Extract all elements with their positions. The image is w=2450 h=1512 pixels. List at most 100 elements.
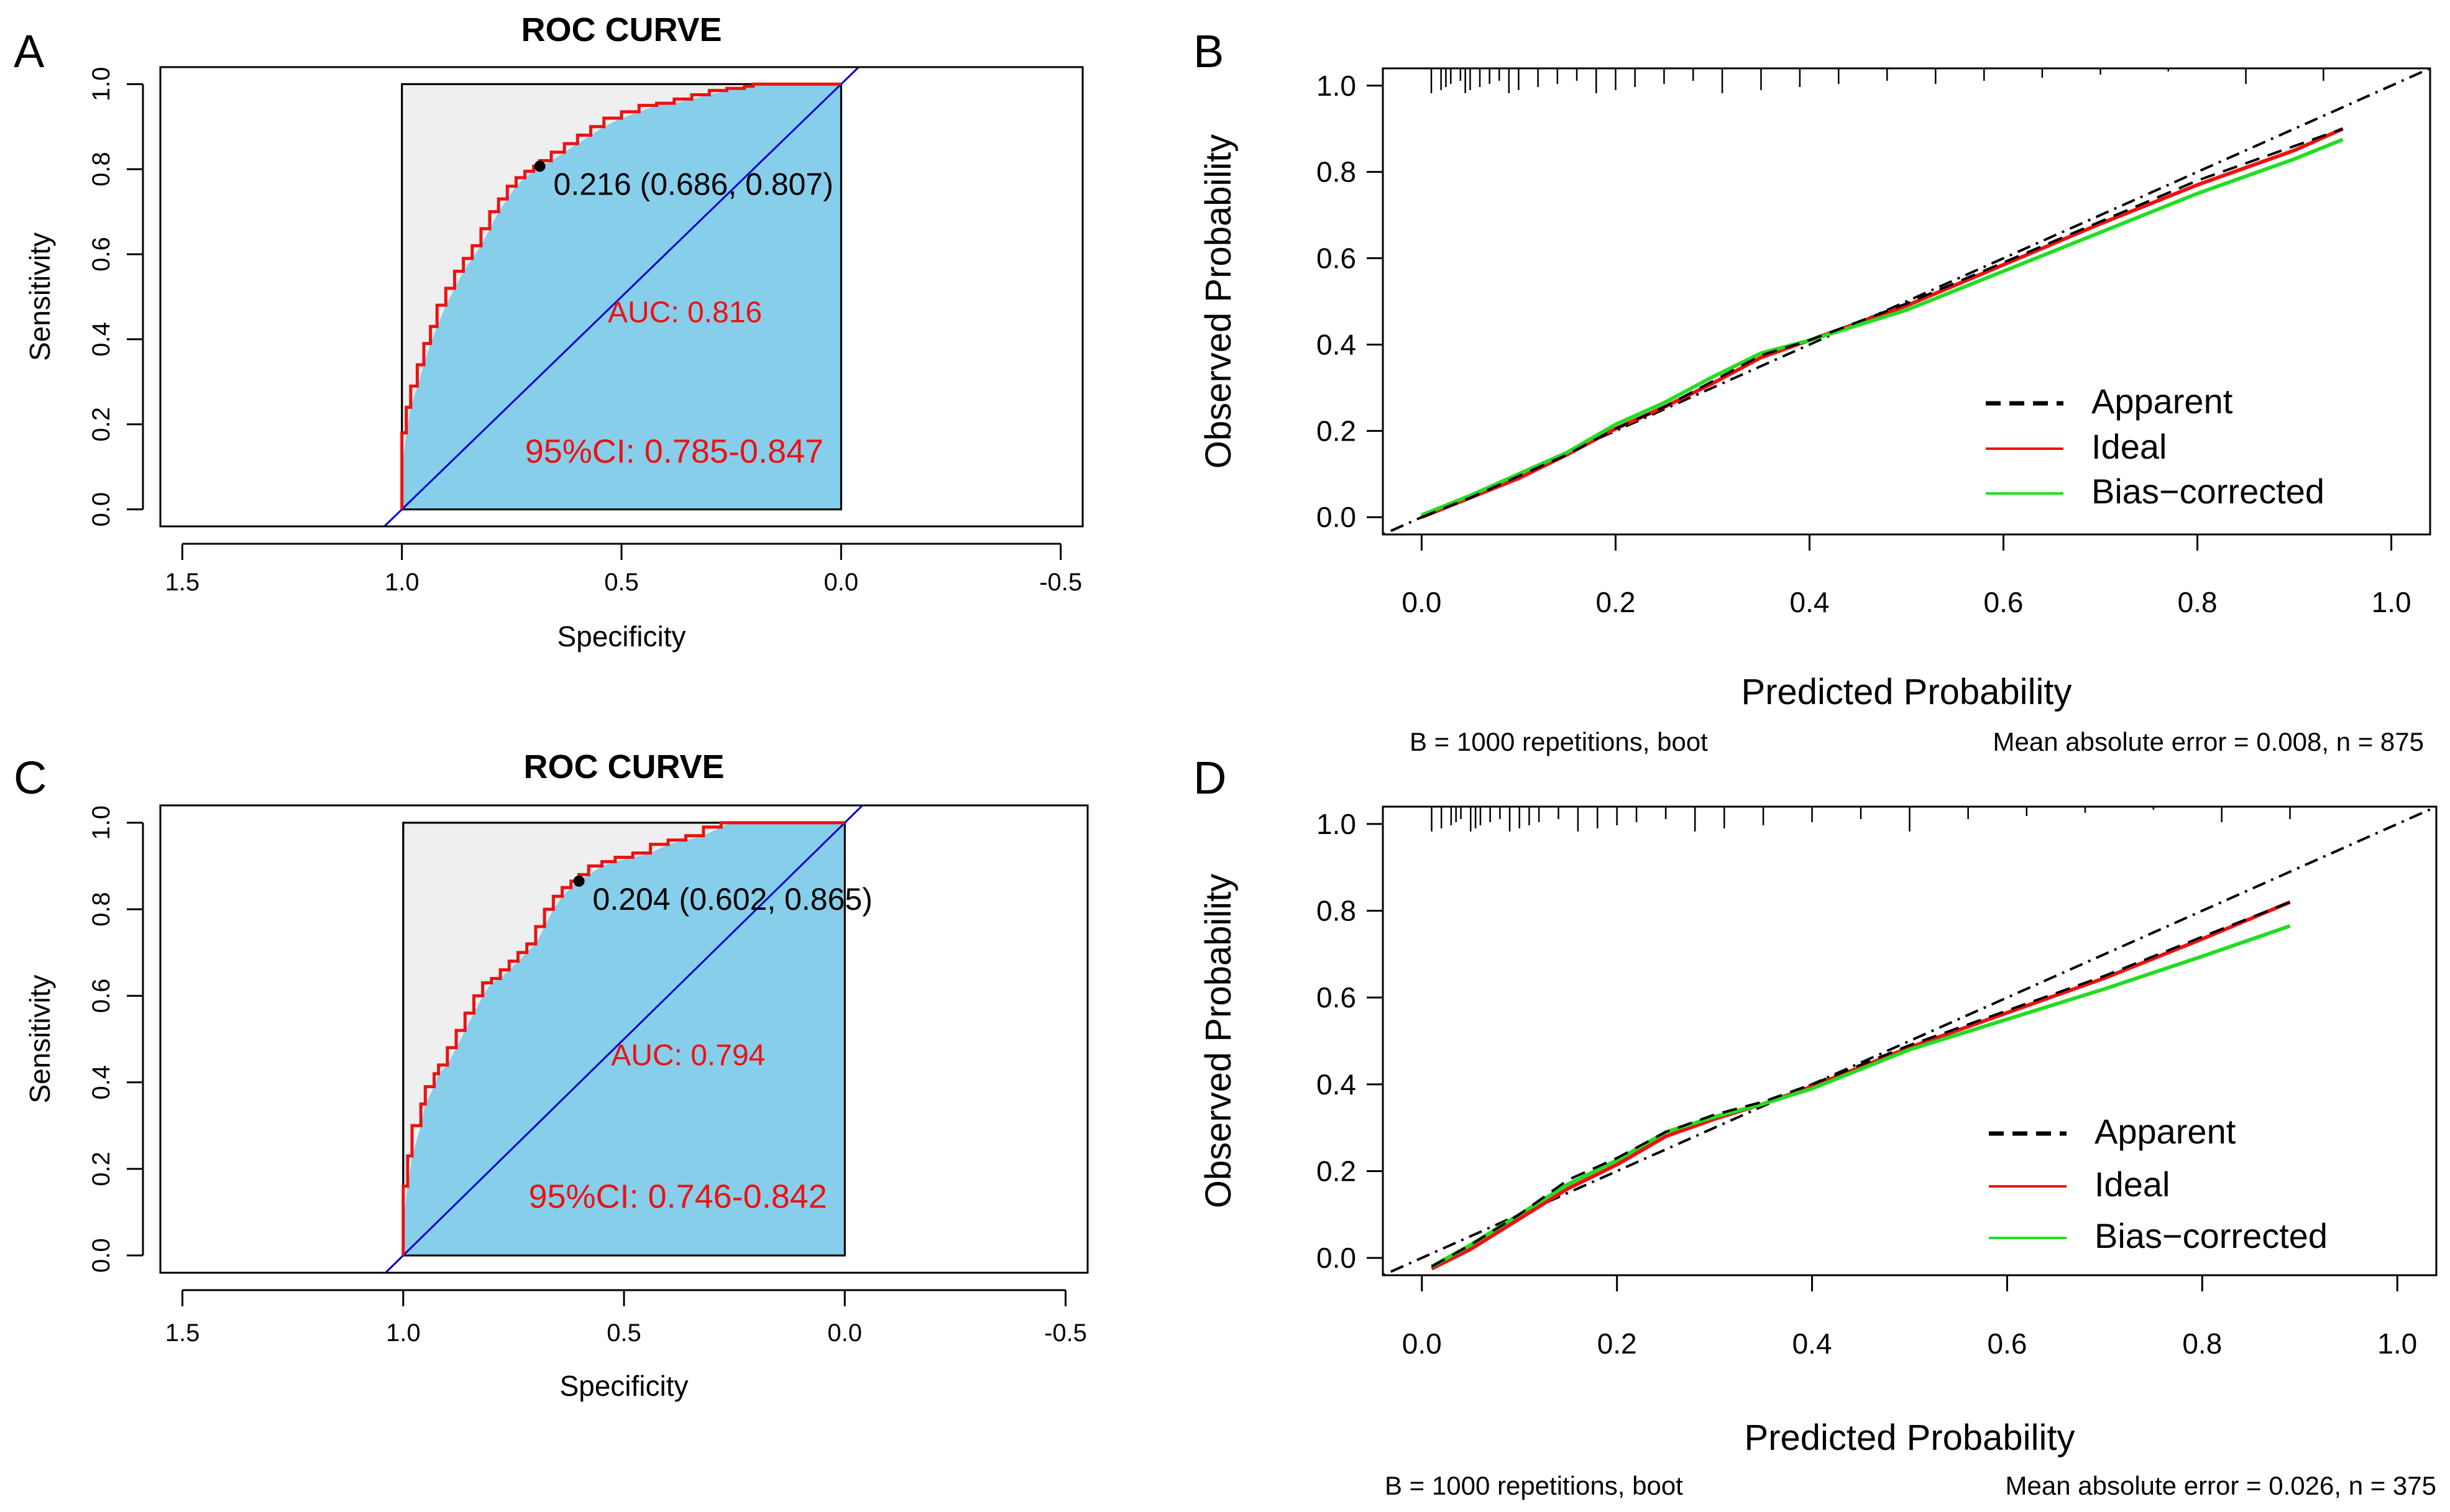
auc-label: AUC: 0.794 [611, 1039, 765, 1072]
y-tick-label: 0.6 [1316, 242, 1356, 275]
panel-letter: B [1193, 25, 1224, 77]
footer-left: B = 1000 repetitions, boot [1410, 727, 1708, 756]
y-tick-label: 0.6 [1316, 981, 1356, 1014]
legend-label: Ideal [2094, 1165, 2170, 1204]
series-line-bias-corrected [1421, 137, 2344, 517]
y-tick-label: 0.2 [1316, 415, 1356, 447]
y-tick-label: 0.6 [88, 237, 115, 272]
y-tick-label: 0.6 [88, 979, 115, 1014]
x-tick-label: 1.0 [385, 569, 420, 596]
x-tick-label: 0.6 [1987, 1327, 2027, 1360]
roc-curve [400, 82, 842, 510]
panel-letter: D [1193, 752, 1226, 804]
x-tick-label: 0.8 [2182, 1327, 2222, 1360]
y-tick-label: 0.4 [88, 1065, 115, 1100]
x-tick-label: 0.5 [607, 1319, 641, 1347]
ci-label: 95%CI: 0.746-0.842 [528, 1178, 827, 1216]
footer-left: B = 1000 repetitions, boot [1385, 1471, 1683, 1500]
y-axis-label: Sensitivity [24, 974, 56, 1103]
roc-diagonal-line [383, 67, 860, 526]
roc-best-point-label: 0.204 (0.602, 0.865) [593, 882, 873, 917]
y-axis-label: Sensitivity [24, 232, 56, 361]
x-axis-label: Specificity [559, 1370, 688, 1402]
calibration-chart-B: 0.0 0.2 0.4 0.6 0.8 1.0 Predicted Probability 0… [1198, 67, 2431, 756]
footer-right: Mean absolute error = 0.026, n = 375 [2006, 1471, 2436, 1500]
chart-title: ROC CURVE [523, 748, 724, 786]
y-tick-label: 0.2 [88, 1152, 115, 1186]
series-line-ideal [1431, 900, 2291, 1271]
roc-best-point-label: 0.216 (0.686, 0.807) [554, 167, 833, 201]
x-tick-label: 1.0 [2372, 586, 2411, 618]
x-tick-label: 0.4 [1790, 586, 1830, 618]
x-tick-label: 0.4 [1792, 1327, 1832, 1360]
x-tick-label: 1.0 [2377, 1327, 2417, 1360]
y-tick-label: 1.0 [88, 67, 115, 102]
plot-frame [159, 66, 1084, 528]
x-axis-label: Predicted Probability [1745, 1418, 2075, 1458]
legend-label: Apparent [2094, 1112, 2236, 1151]
legend-label: Ideal [2091, 427, 2167, 466]
x-tick-label: 0.2 [1595, 586, 1635, 618]
reference-line [1383, 807, 2436, 1275]
y-tick-label: 0.8 [1316, 895, 1356, 927]
series-line-apparent [1431, 900, 2291, 1268]
roc-chart-A: 0.216 (0.686, 0.807) AUC: 0.816 95%CI: 0.7… [24, 11, 1084, 653]
ci-label: 95%CI: 0.785-0.847 [525, 433, 824, 470]
y-tick-label: 0.0 [88, 1238, 115, 1273]
footer-right: Mean absolute error = 0.008, n = 875 [1993, 727, 2424, 756]
y-tick-label: 0.8 [88, 892, 115, 927]
y-tick-label: 0.0 [88, 492, 115, 527]
roc-chart-C: 0.204 (0.602, 0.865) AUC: 0.794 95%CI: 0.7… [24, 748, 1089, 1402]
roc-inner-frame [401, 83, 842, 511]
panel-letter: A [14, 25, 45, 77]
y-tick-label: 1.0 [1316, 808, 1356, 840]
x-tick-label: -0.5 [1044, 1319, 1087, 1347]
x-tick-label: 0.5 [604, 569, 639, 596]
y-tick-label: 0.2 [88, 407, 115, 442]
x-tick-label: 0.8 [2178, 586, 2218, 618]
legend-label: Apparent [2091, 382, 2233, 421]
chart-title: ROC CURVE [521, 11, 722, 48]
panel-letter: C [14, 752, 47, 804]
plot-frame [1382, 805, 2438, 1276]
y-tick-label: 0.4 [1316, 1068, 1356, 1101]
plot-frame [159, 804, 1089, 1274]
roc-best-point [534, 160, 546, 172]
x-tick-label: 1.0 [386, 1319, 421, 1347]
y-tick-label: 0.4 [88, 322, 115, 357]
y-tick-label: 0.2 [1316, 1155, 1356, 1187]
roc-best-point [573, 875, 585, 887]
x-tick-label: 0.6 [1984, 586, 2024, 618]
roc-curve [401, 821, 845, 1256]
calibration-chart-D: 0.0 0.2 0.4 0.6 0.8 1.0 Predicted Probability 0… [1198, 805, 2438, 1500]
y-tick-label: 0.4 [1316, 328, 1356, 360]
series-line-bias-corrected [1431, 924, 2291, 1268]
x-axis-label: Predicted Probability [1741, 672, 2072, 712]
x-tick-label: 0.0 [824, 569, 859, 596]
plot-frame [1382, 67, 2431, 536]
legend-label: Bias−corrected [2091, 472, 2324, 511]
y-axis-label: Observed Probability [1198, 134, 1239, 469]
series-line-apparent [1421, 127, 2344, 519]
series-line-ideal [1421, 127, 2344, 520]
x-tick-label: 0.0 [1402, 1327, 1442, 1360]
y-tick-label: 0.0 [1316, 1242, 1356, 1274]
roc-inner-frame [402, 822, 846, 1257]
x-axis-label: Specificity [557, 620, 686, 653]
x-tick-label: 0.2 [1597, 1327, 1637, 1360]
y-tick-label: 0.8 [88, 152, 115, 186]
y-tick-label: 0.8 [1316, 156, 1356, 188]
y-tick-label: 1.0 [88, 805, 115, 840]
y-axis-label: Observed Probability [1198, 874, 1239, 1208]
x-tick-label: 0.0 [827, 1319, 862, 1347]
x-tick-label: 0.0 [1402, 586, 1441, 618]
x-tick-label: 1.5 [165, 1319, 200, 1347]
legend-label: Bias−corrected [2094, 1216, 2328, 1255]
x-tick-label: 1.5 [165, 569, 200, 596]
roc-diagonal-line [385, 805, 863, 1273]
y-tick-label: 1.0 [1316, 70, 1356, 102]
y-tick-label: 0.0 [1316, 501, 1356, 533]
auc-label: AUC: 0.816 [608, 296, 762, 329]
x-tick-label: -0.5 [1039, 569, 1082, 596]
